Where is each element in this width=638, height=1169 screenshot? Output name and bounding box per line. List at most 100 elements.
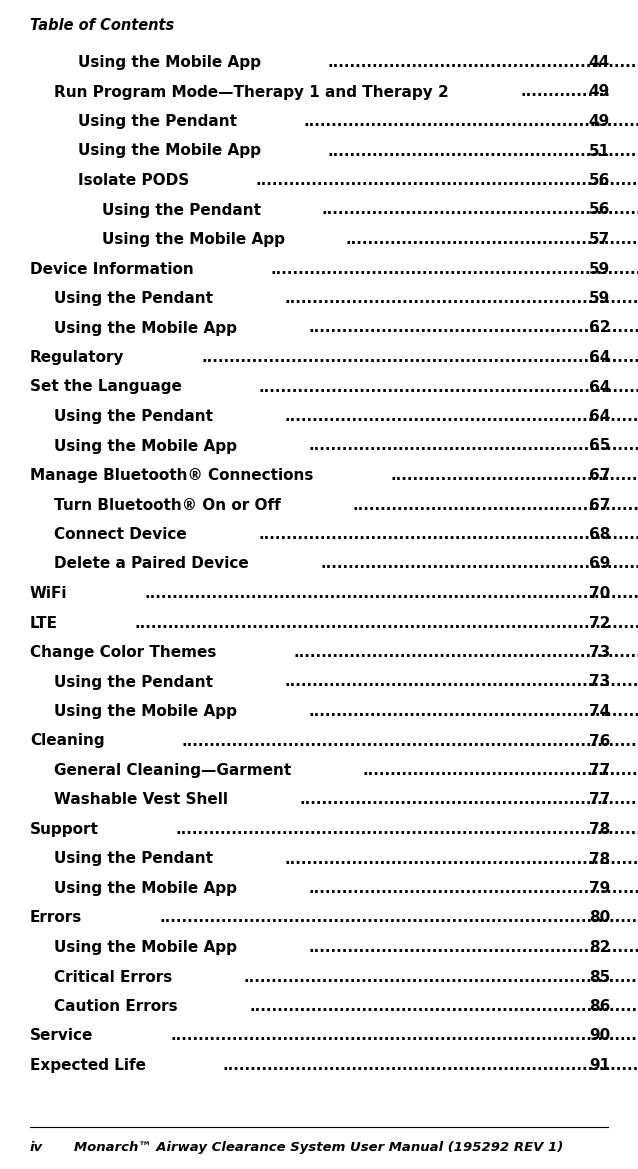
Text: 91: 91 xyxy=(589,1058,610,1073)
Text: Caution Errors: Caution Errors xyxy=(54,999,177,1014)
Text: ........................................................................: ........................................… xyxy=(285,675,638,690)
Text: ...............................................: ........................................… xyxy=(390,468,638,483)
Text: Using the Mobile App: Using the Mobile App xyxy=(78,144,261,159)
Text: ................................................................................: ........................................… xyxy=(223,1058,638,1073)
Text: 51: 51 xyxy=(589,144,610,159)
Text: ..................................................................: ........................................… xyxy=(309,320,638,336)
Text: Errors: Errors xyxy=(30,911,82,926)
Text: 64: 64 xyxy=(589,380,610,394)
Text: Using the Pendant: Using the Pendant xyxy=(102,202,261,217)
Text: ..............................................................................: ........................................… xyxy=(258,527,638,542)
Text: Service: Service xyxy=(30,1029,93,1044)
Text: Using the Pendant: Using the Pendant xyxy=(54,675,213,690)
Text: 86: 86 xyxy=(589,999,610,1014)
Text: Delete a Paired Device: Delete a Paired Device xyxy=(54,556,249,572)
Text: 49: 49 xyxy=(589,84,610,99)
Text: ..................................................................: ........................................… xyxy=(309,881,638,895)
Text: Device Information: Device Information xyxy=(30,262,194,277)
Text: ................................................................................: ........................................… xyxy=(244,969,638,984)
Text: 78: 78 xyxy=(589,851,610,866)
Text: ................................................................................: ........................................… xyxy=(160,911,638,926)
Text: ................................................................................: ........................................… xyxy=(182,733,638,748)
Text: ....................................................................: ........................................… xyxy=(300,793,638,808)
Text: 64: 64 xyxy=(589,409,610,424)
Text: 67: 67 xyxy=(589,468,610,483)
Text: Manage Bluetooth® Connections: Manage Bluetooth® Connections xyxy=(30,468,313,483)
Text: Set the Language: Set the Language xyxy=(30,380,182,394)
Text: 59: 59 xyxy=(589,262,610,277)
Text: ..................................................................: ........................................… xyxy=(309,940,638,955)
Text: 57: 57 xyxy=(589,231,610,247)
Text: ................................................................................: ........................................… xyxy=(249,999,638,1014)
Text: Using the Mobile App: Using the Mobile App xyxy=(54,704,237,719)
Text: ........................................................................: ........................................… xyxy=(285,409,638,424)
Text: ...............................................................: ........................................… xyxy=(322,202,638,217)
Text: General Cleaning—Garment: General Cleaning—Garment xyxy=(54,763,292,779)
Text: Using the Pendant: Using the Pendant xyxy=(78,115,237,129)
Text: 73: 73 xyxy=(589,645,610,660)
Text: ........................................................................: ........................................… xyxy=(285,851,638,866)
Text: ......................................................................: ........................................… xyxy=(293,645,638,660)
Text: 62: 62 xyxy=(588,320,610,336)
Text: LTE: LTE xyxy=(30,616,58,630)
Text: ..............................................................................: ........................................… xyxy=(259,380,638,394)
Text: Washable Vest Shell: Washable Vest Shell xyxy=(54,793,228,808)
Text: 56: 56 xyxy=(589,202,610,217)
Text: 82: 82 xyxy=(589,940,610,955)
Text: Critical Errors: Critical Errors xyxy=(54,969,172,984)
Text: Connect Device: Connect Device xyxy=(54,527,187,542)
Text: 49: 49 xyxy=(589,115,610,129)
Text: ................................................................................: ........................................… xyxy=(176,822,638,837)
Text: 85: 85 xyxy=(589,969,610,984)
Text: Using the Mobile App: Using the Mobile App xyxy=(78,55,261,70)
Text: Isolate PODS: Isolate PODS xyxy=(78,173,189,188)
Text: 70: 70 xyxy=(589,586,610,601)
Text: 67: 67 xyxy=(589,498,610,512)
Text: Using the Mobile App: Using the Mobile App xyxy=(102,231,285,247)
Text: Using the Mobile App: Using the Mobile App xyxy=(54,320,237,336)
Text: ........................................................................: ........................................… xyxy=(285,291,638,306)
Text: ..............................................................: ........................................… xyxy=(327,144,638,159)
Text: ...........................................................................: ........................................… xyxy=(271,262,638,277)
Text: 79: 79 xyxy=(589,881,610,895)
Text: 65: 65 xyxy=(589,438,610,454)
Text: 69: 69 xyxy=(589,556,610,572)
Text: 44: 44 xyxy=(589,55,610,70)
Text: ...................................................................: ........................................… xyxy=(303,115,638,129)
Text: 73: 73 xyxy=(589,675,610,690)
Text: Regulatory: Regulatory xyxy=(30,350,124,365)
Text: ................: ................ xyxy=(521,84,611,99)
Text: 56: 56 xyxy=(589,173,610,188)
Text: ........................................................: ........................................… xyxy=(352,498,638,512)
Text: 90: 90 xyxy=(589,1029,610,1044)
Text: 80: 80 xyxy=(589,911,610,926)
Text: Turn Bluetooth® On or Off: Turn Bluetooth® On or Off xyxy=(54,498,281,512)
Text: Expected Life: Expected Life xyxy=(30,1058,146,1073)
Text: Change Color Themes: Change Color Themes xyxy=(30,645,216,660)
Text: ..................................................................: ........................................… xyxy=(309,438,638,454)
Text: ................................................................................: ........................................… xyxy=(202,350,638,365)
Text: Monarch™ Airway Clearance System User Manual (195292 REV 1): Monarch™ Airway Clearance System User Ma… xyxy=(75,1141,563,1154)
Text: 77: 77 xyxy=(589,763,610,779)
Text: WiFi: WiFi xyxy=(30,586,68,601)
Text: Table of Contents: Table of Contents xyxy=(30,18,174,33)
Text: Using the Mobile App: Using the Mobile App xyxy=(54,438,237,454)
Text: 78: 78 xyxy=(589,822,610,837)
Text: 68: 68 xyxy=(589,527,610,542)
Text: 72: 72 xyxy=(589,616,610,630)
Text: .....................................................: ........................................… xyxy=(363,763,638,779)
Text: ................................................................................: ........................................… xyxy=(144,586,638,601)
Text: Using the Mobile App: Using the Mobile App xyxy=(54,881,237,895)
Text: ................................................................................: ........................................… xyxy=(170,1029,638,1044)
Text: iv: iv xyxy=(30,1141,43,1154)
Text: Cleaning: Cleaning xyxy=(30,733,105,748)
Text: ..............................................................: ........................................… xyxy=(327,55,638,70)
Text: .........................................................: ........................................… xyxy=(346,231,638,247)
Text: Using the Pendant: Using the Pendant xyxy=(54,409,213,424)
Text: 74: 74 xyxy=(589,704,610,719)
Text: 77: 77 xyxy=(589,793,610,808)
Text: ................................................................................: ........................................… xyxy=(135,616,638,630)
Text: 76: 76 xyxy=(589,733,610,748)
Text: Support: Support xyxy=(30,822,99,837)
Text: ...............................................................: ........................................… xyxy=(320,556,638,572)
